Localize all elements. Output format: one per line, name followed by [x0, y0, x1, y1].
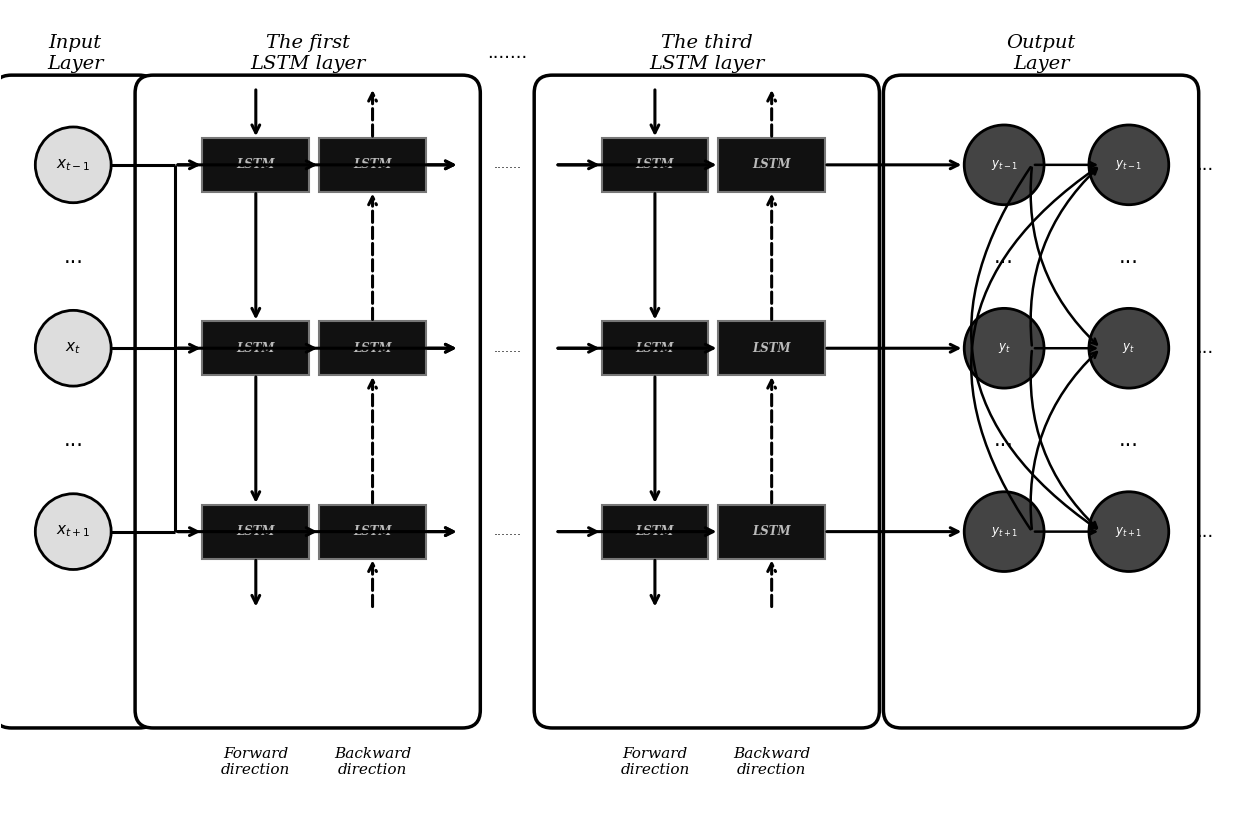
- Text: ...: ...: [1195, 339, 1213, 357]
- Text: LSTM: LSTM: [753, 342, 791, 354]
- FancyBboxPatch shape: [718, 321, 825, 375]
- Text: LSTM: LSTM: [636, 158, 675, 171]
- Text: .......: .......: [494, 342, 521, 354]
- Text: ...: ...: [63, 430, 83, 450]
- Text: LSTM: LSTM: [636, 342, 675, 354]
- Text: The first
LSTM layer: The first LSTM layer: [250, 33, 366, 73]
- Text: LSTM: LSTM: [353, 342, 392, 354]
- Text: $x_t$: $x_t$: [66, 340, 81, 356]
- FancyBboxPatch shape: [601, 321, 708, 375]
- FancyBboxPatch shape: [202, 321, 309, 375]
- Text: LSTM: LSTM: [237, 525, 275, 538]
- Text: Input
Layer: Input Layer: [47, 33, 103, 73]
- Text: ...: ...: [994, 247, 1014, 267]
- FancyBboxPatch shape: [718, 505, 825, 558]
- Text: The third
LSTM layer: The third LSTM layer: [649, 33, 765, 73]
- FancyBboxPatch shape: [319, 138, 425, 191]
- Text: $y_t$: $y_t$: [1122, 341, 1136, 355]
- Text: LSTM: LSTM: [753, 525, 791, 538]
- Circle shape: [1089, 308, 1169, 388]
- Circle shape: [35, 310, 112, 386]
- FancyBboxPatch shape: [319, 505, 425, 558]
- Text: Forward
direction: Forward direction: [620, 747, 689, 777]
- FancyBboxPatch shape: [0, 75, 157, 728]
- FancyBboxPatch shape: [883, 75, 1199, 728]
- Text: LSTM: LSTM: [237, 158, 275, 171]
- Text: ...: ...: [994, 430, 1014, 450]
- Text: ...: ...: [1195, 522, 1213, 541]
- Circle shape: [965, 308, 1044, 388]
- FancyBboxPatch shape: [534, 75, 879, 728]
- FancyBboxPatch shape: [718, 138, 825, 191]
- Text: ...: ...: [1118, 247, 1138, 267]
- Text: ...: ...: [1118, 430, 1138, 450]
- Text: $y_t$: $y_t$: [998, 341, 1011, 355]
- Text: Backward
direction: Backward direction: [733, 747, 810, 777]
- Text: Forward
direction: Forward direction: [221, 747, 290, 777]
- Text: $x_{t+1}$: $x_{t+1}$: [56, 524, 91, 539]
- FancyBboxPatch shape: [202, 138, 309, 191]
- Text: Backward
direction: Backward direction: [334, 747, 412, 777]
- Text: LSTM: LSTM: [353, 158, 392, 171]
- Text: ...: ...: [63, 247, 83, 267]
- Circle shape: [1089, 125, 1169, 205]
- Text: $y_{t-1}$: $y_{t-1}$: [991, 158, 1018, 172]
- Text: LSTM: LSTM: [636, 525, 675, 538]
- Text: LSTM: LSTM: [237, 342, 275, 354]
- Text: $y_{t+1}$: $y_{t+1}$: [1115, 525, 1142, 538]
- FancyBboxPatch shape: [319, 321, 425, 375]
- Text: LSTM: LSTM: [753, 158, 791, 171]
- Text: $x_{t-1}$: $x_{t-1}$: [56, 157, 91, 173]
- Text: .......: .......: [494, 525, 521, 538]
- Circle shape: [1089, 492, 1169, 572]
- FancyBboxPatch shape: [202, 505, 309, 558]
- Text: .......: .......: [494, 158, 521, 171]
- Circle shape: [35, 494, 112, 569]
- Text: $y_{t+1}$: $y_{t+1}$: [991, 525, 1018, 538]
- Circle shape: [965, 492, 1044, 572]
- FancyBboxPatch shape: [135, 75, 480, 728]
- FancyBboxPatch shape: [601, 138, 708, 191]
- Text: .......: .......: [487, 44, 527, 62]
- Text: ...: ...: [1195, 155, 1213, 174]
- FancyBboxPatch shape: [601, 505, 708, 558]
- Text: LSTM: LSTM: [353, 525, 392, 538]
- Circle shape: [35, 127, 112, 202]
- Circle shape: [965, 125, 1044, 205]
- Text: $y_{t-1}$: $y_{t-1}$: [1115, 158, 1142, 172]
- Text: Output
Layer: Output Layer: [1007, 33, 1075, 73]
